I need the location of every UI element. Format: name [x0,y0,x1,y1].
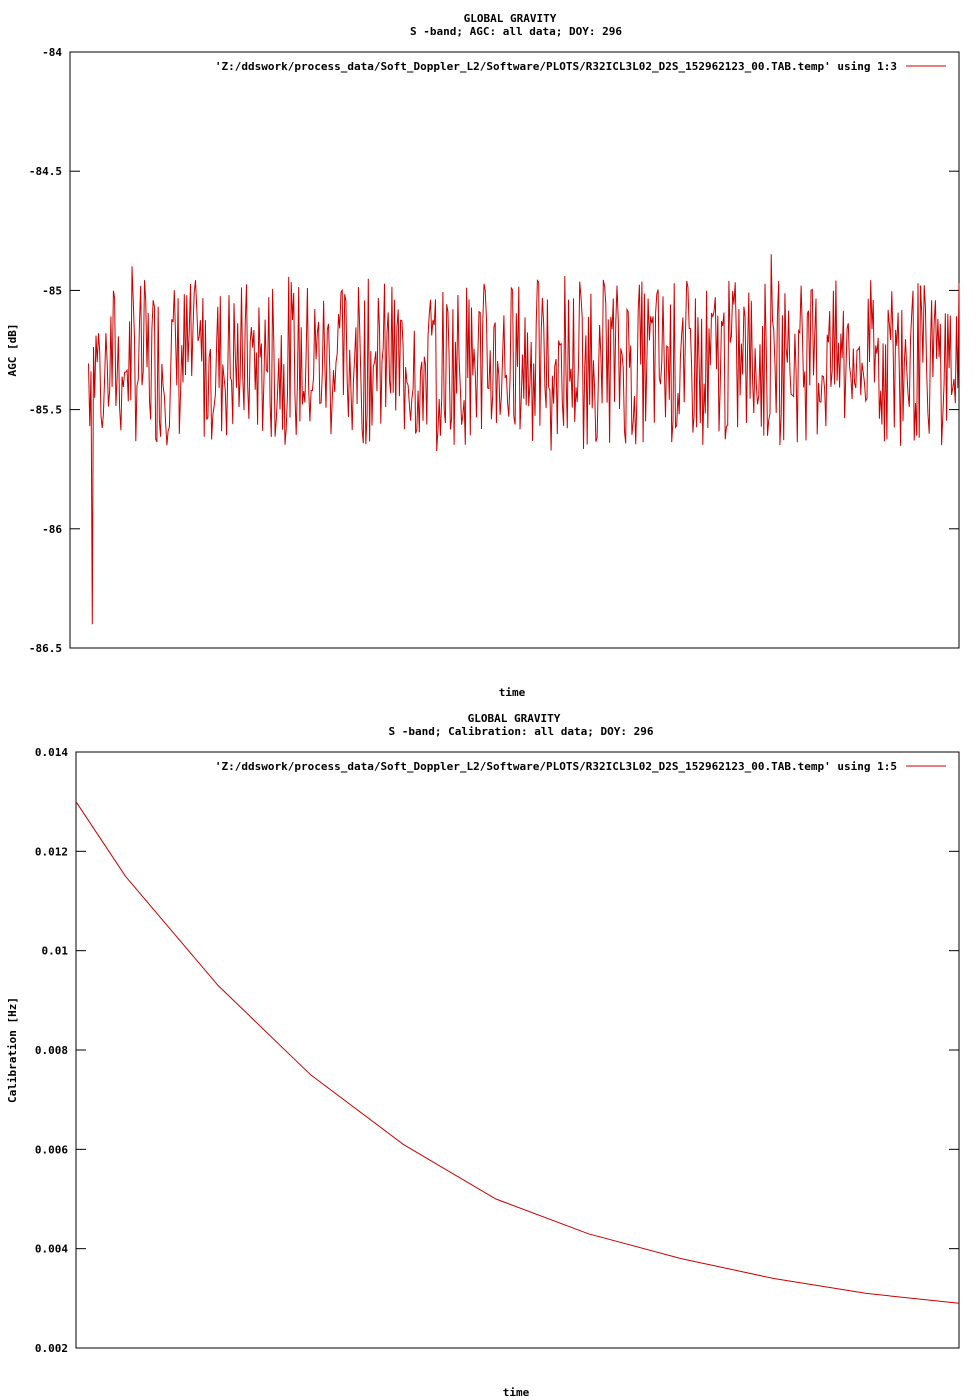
y-tick-label: 0.012 [35,845,68,858]
calibration-chart: GLOBAL GRAVITY S -band; Calibration: all… [6,712,960,1399]
y-axis-ticks: 0.014 0.012 0.01 0.008 0.006 0.004 0.002 [35,746,959,1355]
y-axis-label: AGC [dB] [6,324,19,377]
y-tick-label: 0.008 [35,1044,68,1057]
y-tick-label: -86 [42,523,62,536]
y-tick-label: -85 [42,284,62,297]
y-tick-label: -84.5 [29,165,62,178]
calibration-series-line [75,801,960,1304]
x-axis-label: time [499,686,526,699]
chart-title: GLOBAL GRAVITY [468,712,561,725]
y-tick-label: 0.002 [35,1342,68,1355]
y-tick-label: 0.006 [35,1143,68,1156]
agc-chart: GLOBAL GRAVITY S -band; AGC: all data; D… [6,12,960,699]
y-tick-label: 0.014 [35,746,68,759]
legend-label: 'Z:/ddswork/process_data/Soft_Doppler_L2… [215,60,897,73]
agc-series-line [88,254,960,625]
y-axis-ticks: -84 -84.5 -85 -85.5 -86 -86.5 [29,46,959,655]
y-tick-label: -85.5 [29,404,62,417]
plot-frame [69,51,960,649]
y-axis-label: Calibration [Hz] [6,997,19,1103]
y-tick-label: 0.004 [35,1243,68,1256]
chart-subtitle: S -band; Calibration: all data; DOY: 296 [389,725,654,738]
y-tick-label: -84 [42,46,62,59]
legend-label: 'Z:/ddswork/process_data/Soft_Doppler_L2… [215,760,897,773]
x-axis-label: time [503,1386,530,1399]
y-tick-label: -86.5 [29,642,62,655]
plot-frame [75,751,960,1349]
y-tick-label: 0.01 [42,945,69,958]
chart-subtitle: S -band; AGC: all data; DOY: 296 [410,25,622,38]
chart-title: GLOBAL GRAVITY [464,12,557,25]
